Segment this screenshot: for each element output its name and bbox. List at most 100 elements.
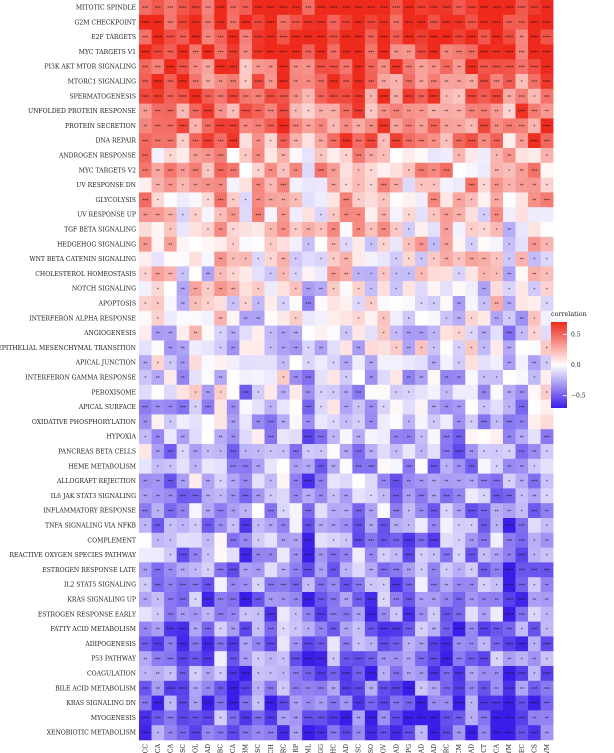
heatmap-cell	[364, 88, 378, 104]
heatmap-cell	[289, 148, 303, 164]
heatmap-cell	[189, 222, 203, 238]
heatmap-cell	[402, 473, 416, 489]
heatmap-cell	[277, 281, 290, 297]
significance-mark: **	[444, 50, 448, 55]
significance-mark: *	[257, 627, 259, 632]
heatmap-cell	[214, 414, 228, 430]
significance-mark: ****	[330, 716, 338, 721]
significance-mark: ***	[305, 509, 311, 514]
heatmap-cell	[390, 310, 403, 326]
significance-mark: **	[181, 287, 185, 292]
heatmap-cell	[302, 325, 315, 341]
significance-mark: *	[144, 672, 146, 677]
significance-mark: ****	[267, 701, 275, 706]
heatmap-cell	[239, 103, 253, 119]
significance-mark: **	[244, 642, 248, 647]
significance-mark: *	[471, 331, 473, 336]
significance-mark: ***	[356, 390, 362, 395]
heatmap-cell	[302, 355, 315, 371]
heatmap-cell	[151, 503, 165, 519]
heatmap-cell	[176, 384, 190, 400]
significance-mark: ***	[406, 701, 412, 706]
heatmap-cell	[314, 0, 328, 16]
significance-mark: **	[219, 109, 223, 114]
heatmap-cell	[139, 592, 152, 608]
significance-mark: ***	[506, 80, 512, 85]
column-label: BRCA	[167, 743, 174, 753]
heatmap-cell	[226, 29, 240, 45]
significance-mark: ***	[406, 598, 412, 603]
significance-mark: *	[232, 257, 234, 262]
heatmap-cell	[390, 577, 403, 593]
heatmap-cell	[151, 88, 165, 104]
heatmap-cell	[302, 592, 315, 608]
significance-mark: **	[344, 213, 348, 218]
significance-mark: ****	[355, 109, 363, 114]
heatmap-cell	[151, 562, 165, 578]
heatmap-cell	[189, 59, 203, 75]
heatmap-cell	[264, 562, 278, 578]
significance-mark: ***	[544, 94, 550, 99]
heatmap-cell	[264, 222, 278, 238]
heatmap-cell	[515, 133, 529, 149]
significance-mark: **	[495, 686, 499, 691]
heatmap-cell	[302, 562, 315, 578]
significance-mark: ***	[481, 509, 487, 514]
heatmap-cell	[427, 325, 441, 341]
significance-mark: ***	[456, 435, 462, 440]
significance-mark: ***	[368, 50, 374, 55]
row-label: BILE ACID METABOLISM	[55, 685, 136, 692]
significance-mark: ****	[455, 20, 463, 25]
significance-mark: ***	[356, 154, 362, 159]
significance-mark: ****	[292, 35, 300, 40]
heatmap-cell	[189, 370, 203, 386]
heatmap-cell	[139, 296, 152, 312]
significance-mark: ***	[368, 627, 374, 632]
significance-mark: **	[294, 494, 298, 499]
significance-mark: *	[420, 302, 422, 307]
heatmap-cell	[176, 222, 190, 238]
heatmap-cell	[339, 458, 353, 474]
significance-mark: ****	[254, 35, 262, 40]
significance-mark: **	[432, 686, 436, 691]
heatmap-cell	[502, 29, 516, 45]
column-label: SARC	[443, 744, 450, 753]
heatmap-cell	[277, 414, 290, 430]
significance-mark: **	[294, 716, 298, 721]
significance-mark: **	[369, 524, 373, 529]
significance-mark: *	[345, 242, 347, 247]
significance-mark: *	[471, 228, 473, 233]
heatmap-cell	[528, 162, 541, 178]
heatmap-cell	[314, 340, 328, 356]
heatmap-cell	[151, 399, 165, 415]
significance-mark: **	[206, 731, 210, 736]
significance-mark: ***	[167, 139, 173, 144]
significance-mark: ***	[481, 94, 487, 99]
heatmap-cell	[452, 310, 466, 326]
heatmap-cell	[540, 103, 554, 119]
heatmap-cell	[352, 14, 366, 30]
heatmap-cell	[251, 148, 265, 164]
significance-mark: ***	[230, 450, 236, 455]
heatmap-cell	[427, 118, 441, 134]
heatmap-cell	[277, 29, 290, 45]
significance-mark: ***	[544, 139, 550, 144]
significance-mark: *	[546, 494, 548, 499]
row-label: REACTIVE OXYGEN SPECIES PATHWAY	[9, 552, 137, 559]
heatmap-cell	[390, 192, 403, 208]
heatmap-cell	[502, 384, 516, 400]
significance-mark: **	[382, 612, 386, 617]
significance-mark: **	[294, 168, 298, 173]
significance-mark: **	[520, 479, 524, 484]
heatmap-cell	[528, 103, 541, 119]
heatmap-cell	[277, 177, 290, 193]
significance-mark: *	[471, 242, 473, 247]
heatmap-cell	[377, 14, 391, 30]
heatmap-cell	[226, 399, 240, 415]
column-label: KICH	[268, 744, 275, 753]
significance-mark: ****	[468, 139, 476, 144]
heatmap-cell	[164, 266, 177, 282]
heatmap-cell	[415, 207, 428, 223]
heatmap-cell	[427, 29, 441, 45]
heatmap-cell	[390, 44, 403, 60]
